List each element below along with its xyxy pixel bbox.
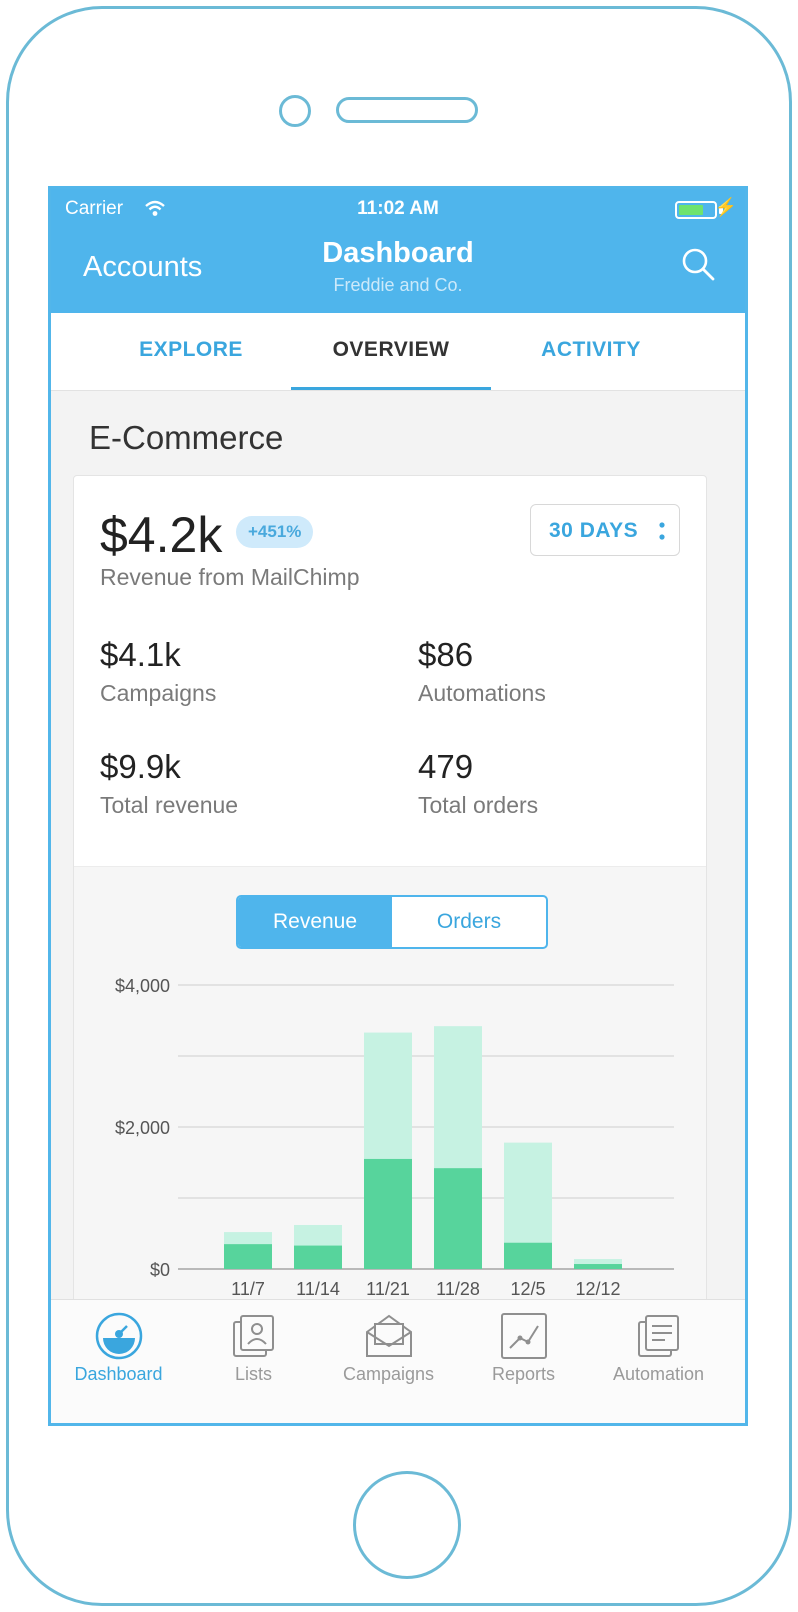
stat-campaigns-label: Campaigns [100,680,217,706]
date-range-label: 30 DAYS [549,519,639,542]
charging-icon: ⚡ [714,197,737,217]
y-tick-label: $2,000 [115,1118,170,1138]
tabbar-item-reports[interactable]: Reports [456,1300,591,1423]
revenue-bar-chart: $0 $2,000 $4,000 11/7 11/14 11/21 11/28 12/5 12/… [115,976,674,1299]
x-tick-label: 11/28 [436,1279,480,1299]
tab-explore[interactable]: EXPLORE [139,338,243,361]
dashboard-icon [95,1312,143,1360]
battery-level [679,205,703,215]
page-title: Dashboard [322,237,474,269]
x-tick-label: 12/12 [575,1279,620,1299]
date-range-select[interactable]: 30 DAYS [530,504,680,556]
carrier-label: Carrier [65,198,124,219]
automation-icon [638,1315,679,1357]
status-bar: Carrier 11:02 AM ⚡ [51,189,745,229]
bar-campaign[interactable] [574,1264,622,1269]
x-tick-label: 12/5 [510,1279,545,1299]
tabbar-item-lists[interactable]: Lists [186,1300,321,1423]
updown-chevron-icon [659,522,665,540]
bar-campaign[interactable] [224,1244,272,1269]
wifi-icon [145,200,165,216]
stat-total-orders-label: Total orders [418,792,539,818]
x-tick-label: 11/7 [231,1279,265,1299]
nav-header: Carrier 11:02 AM ⚡ Accounts Dashboard Fr… [51,189,745,313]
tabbar-label-reports: Reports [491,1364,556,1384]
battery-nub [719,206,723,214]
chart-metric-toggle: Revenue Orders [236,895,548,949]
lists-icon [233,1315,274,1357]
stat-total-revenue-value: $9.9k [100,748,181,785]
revenue-value: $4.2k [100,507,223,563]
x-tick-label: 11/14 [296,1279,340,1299]
tab-overview[interactable]: OVERVIEW [332,338,450,361]
toggle-revenue[interactable]: Revenue [238,897,392,947]
tab-activity[interactable]: ACTIVITY [541,338,641,361]
tabbar-label-campaigns: Campaigns [342,1364,435,1384]
bar-campaign[interactable] [364,1158,412,1269]
accounts-back-button[interactable]: Accounts [83,251,203,283]
bar-campaign[interactable] [294,1245,342,1269]
bar-campaign[interactable] [504,1242,552,1269]
active-tab-indicator [291,387,491,390]
stat-automations-value: $86 [418,636,474,673]
tabbar-label-dashboard: Dashboard [74,1364,163,1384]
stat-campaigns-value: $4.1k [100,636,181,673]
tabbar-item-automation[interactable]: Automation [591,1300,726,1423]
section-title: E-Commerce [89,419,284,456]
x-tick-label: 11/21 [366,1279,410,1299]
camera [279,95,311,127]
stat-total-orders-value: 479 [418,748,474,785]
page-subtitle: Freddie and Co. [333,275,463,295]
reports-icon [501,1313,547,1359]
stat-automations-label: Automations [418,680,546,706]
toggle-orders[interactable]: Orders [436,910,502,933]
tabbar-item-campaigns[interactable]: Campaigns [321,1300,456,1423]
home-button[interactable] [353,1471,461,1579]
search-icon[interactable] [679,245,717,283]
stat-total-revenue-label: Total revenue [100,792,239,818]
revenue-label: Revenue from MailChimp [100,564,360,590]
campaigns-icon [366,1314,412,1357]
speaker [336,97,478,123]
tabbar-label-automation: Automation [612,1364,705,1384]
segment-tabs: EXPLORE OVERVIEW ACTIVITY [51,313,745,391]
y-tick-label: $0 [150,1260,170,1280]
app-screen: Carrier 11:02 AM ⚡ Accounts Dashboard Fr… [48,186,748,1426]
bar-campaign[interactable] [434,1168,482,1269]
revenue-change-badge: +451% [236,516,314,548]
battery-icon [675,201,717,219]
y-tick-label: $4,000 [115,976,170,996]
tabbar-label-lists: Lists [234,1364,272,1384]
tabbar-item-dashboard[interactable]: Dashboard [51,1300,186,1423]
status-time: 11:02 AM [357,198,439,219]
ecommerce-card: $4.2k +451% Revenue from MailChimp 30 DA… [73,475,707,1423]
bottom-tab-bar: Dashboard Lists Campaigns [51,1299,745,1423]
